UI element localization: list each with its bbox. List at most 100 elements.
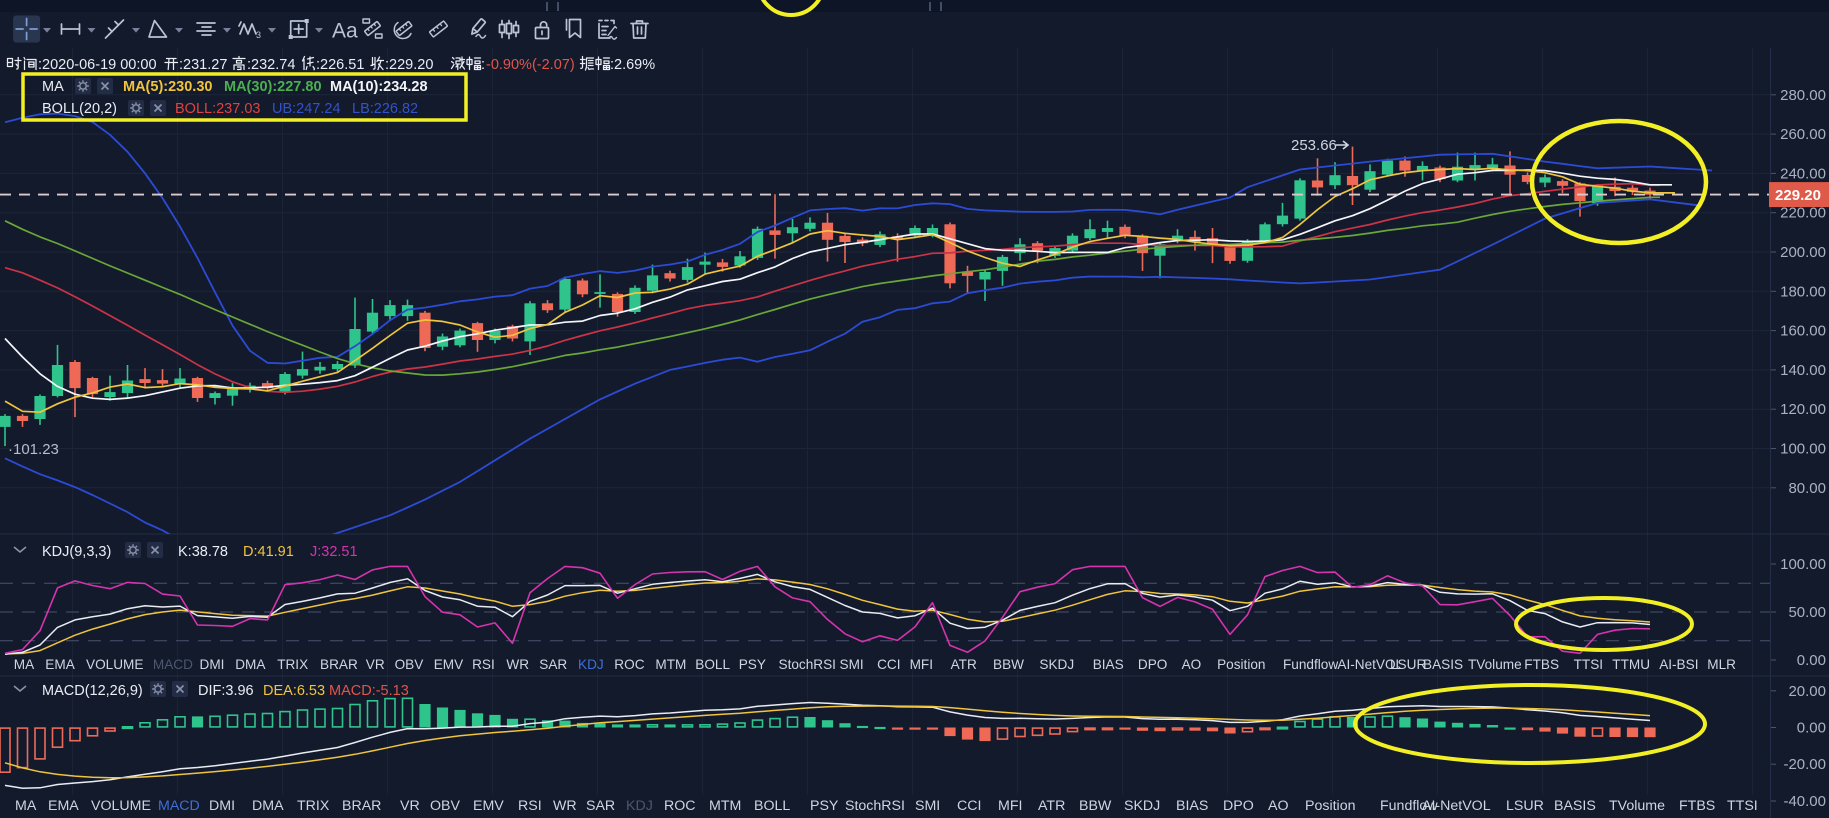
svg-text:AO: AO (1268, 798, 1289, 814)
svg-text:TRIX: TRIX (297, 798, 330, 814)
svg-text:MA: MA (15, 798, 37, 814)
svg-text::229.20: :229.20 (385, 57, 433, 73)
svg-text:PSY: PSY (739, 657, 766, 672)
svg-text:80.00: 80.00 (1788, 480, 1826, 497)
svg-text:50.00: 50.00 (1788, 604, 1826, 621)
svg-text:MACD:-5.13: MACD:-5.13 (329, 683, 409, 699)
svg-text:140.00: 140.00 (1780, 362, 1826, 379)
svg-text:UB:247.24: UB:247.24 (272, 101, 341, 117)
svg-text:KDJ: KDJ (626, 798, 653, 814)
svg-text:MA(5):230.30: MA(5):230.30 (123, 79, 212, 95)
svg-text:MLR: MLR (1707, 657, 1736, 672)
svg-text:OBV: OBV (395, 657, 424, 672)
svg-text:220.00: 220.00 (1780, 205, 1826, 222)
svg-text:OBV: OBV (430, 798, 460, 814)
svg-text:Position: Position (1305, 798, 1355, 814)
svg-text:DMA: DMA (235, 657, 266, 672)
svg-text:MACD: MACD (153, 657, 193, 672)
svg-text::2.69%: :2.69% (610, 57, 655, 73)
svg-text:BRAR: BRAR (342, 798, 381, 814)
svg-text:-0.90%(-2.07): -0.90%(-2.07) (486, 57, 575, 73)
svg-text:VR: VR (366, 657, 385, 672)
svg-text:MACD(12,26,9): MACD(12,26,9) (42, 683, 143, 699)
svg-text:EMV: EMV (434, 657, 463, 672)
svg-text:LSUR: LSUR (1390, 657, 1426, 672)
svg-text:WR: WR (553, 798, 577, 814)
svg-text:MA(30):227.80: MA(30):227.80 (224, 79, 322, 95)
svg-text:SKDJ: SKDJ (1039, 657, 1074, 672)
svg-text:FTBS: FTBS (1524, 657, 1559, 672)
svg-text:StochRSI: StochRSI (845, 798, 905, 814)
svg-text:KDJ(9,3,3): KDJ(9,3,3) (42, 544, 111, 560)
svg-text:BOLL: BOLL (695, 657, 730, 672)
svg-text:SKDJ: SKDJ (1124, 798, 1160, 814)
svg-text:240.00: 240.00 (1780, 165, 1826, 182)
svg-text:Fundflow: Fundflow (1380, 798, 1438, 814)
svg-text:MFI: MFI (910, 657, 933, 672)
svg-text:BIAS: BIAS (1176, 798, 1208, 814)
svg-text:ROC: ROC (614, 657, 644, 672)
svg-text:BBW: BBW (1079, 798, 1112, 814)
svg-text:CCI: CCI (957, 798, 981, 814)
svg-text:MTM: MTM (655, 657, 686, 672)
svg-text:MA: MA (42, 79, 64, 95)
svg-text:SAR: SAR (539, 657, 567, 672)
svg-text:Fundflow: Fundflow (1283, 657, 1338, 672)
svg-text:BOLL(20,2): BOLL(20,2) (42, 101, 117, 117)
svg-text:BOLL:237.03: BOLL:237.03 (175, 101, 260, 117)
svg-text:BASIS: BASIS (1423, 657, 1463, 672)
svg-text:3: 3 (256, 30, 261, 40)
svg-text:160.00: 160.00 (1780, 323, 1826, 340)
svg-text:AI-BSI: AI-BSI (1659, 657, 1698, 672)
svg-text:VR: VR (400, 798, 420, 814)
svg-text:AO: AO (1182, 657, 1202, 672)
svg-text:LSUR: LSUR (1506, 798, 1544, 814)
svg-text::2020-06-19 00:00: :2020-06-19 00:00 (38, 57, 157, 73)
svg-text:TTSI: TTSI (1574, 657, 1603, 672)
svg-text:RSI: RSI (472, 657, 495, 672)
svg-text:D:41.91: D:41.91 (243, 544, 294, 560)
svg-text:PSY: PSY (810, 798, 839, 814)
svg-text:TRIX: TRIX (277, 657, 308, 672)
svg-text:MACD: MACD (158, 798, 200, 814)
svg-text:253.66: 253.66 (1291, 137, 1337, 154)
svg-text:LB:226.82: LB:226.82 (352, 101, 418, 117)
svg-text:TVolume: TVolume (1609, 798, 1665, 814)
svg-text:DPO: DPO (1138, 657, 1167, 672)
svg-text:120.00: 120.00 (1780, 401, 1826, 418)
svg-text:MA: MA (14, 657, 35, 672)
svg-text:TVolume: TVolume (1468, 657, 1522, 672)
svg-text:DMI: DMI (200, 657, 225, 672)
svg-text:BOLL: BOLL (754, 798, 790, 814)
svg-text::: : (481, 57, 485, 73)
svg-text:MFI: MFI (998, 798, 1022, 814)
svg-text:SMI: SMI (840, 657, 864, 672)
svg-text:BIAS: BIAS (1093, 657, 1124, 672)
svg-text:FTBS: FTBS (1679, 798, 1715, 814)
svg-text:StochRSI: StochRSI (779, 657, 836, 672)
svg-text:200.00: 200.00 (1780, 244, 1826, 261)
svg-text:MA(10):234.28: MA(10):234.28 (330, 79, 428, 95)
svg-text:ROC: ROC (664, 798, 696, 814)
svg-text:-40.00: -40.00 (1783, 793, 1826, 810)
svg-text:260.00: 260.00 (1780, 126, 1826, 143)
svg-text:EMV: EMV (473, 798, 504, 814)
svg-text:TTSI: TTSI (1727, 798, 1758, 814)
svg-text:DEA:6.53: DEA:6.53 (263, 683, 325, 699)
svg-text:-20.00: -20.00 (1783, 756, 1826, 773)
svg-text:100.00: 100.00 (1780, 441, 1826, 458)
svg-text:Aa: Aa (332, 20, 358, 43)
svg-text:J:32.51: J:32.51 (310, 544, 358, 560)
svg-text:BBW: BBW (993, 657, 1024, 672)
svg-text:VOLUME: VOLUME (86, 657, 143, 672)
svg-text:DPO: DPO (1223, 798, 1254, 814)
svg-text:MTM: MTM (709, 798, 741, 814)
svg-text:TTMU: TTMU (1612, 657, 1650, 672)
svg-text:BRAR: BRAR (320, 657, 358, 672)
svg-text:WR: WR (506, 657, 529, 672)
svg-text:·101.23: ·101.23 (8, 441, 59, 458)
svg-text:DMI: DMI (209, 798, 235, 814)
svg-text:KDJ: KDJ (578, 657, 604, 672)
svg-text:CCI: CCI (877, 657, 900, 672)
svg-text:SAR: SAR (586, 798, 615, 814)
